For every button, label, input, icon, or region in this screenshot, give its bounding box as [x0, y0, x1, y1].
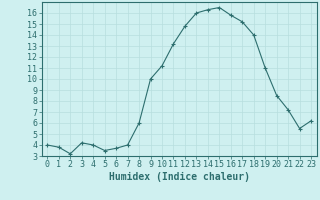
X-axis label: Humidex (Indice chaleur): Humidex (Indice chaleur): [109, 172, 250, 182]
